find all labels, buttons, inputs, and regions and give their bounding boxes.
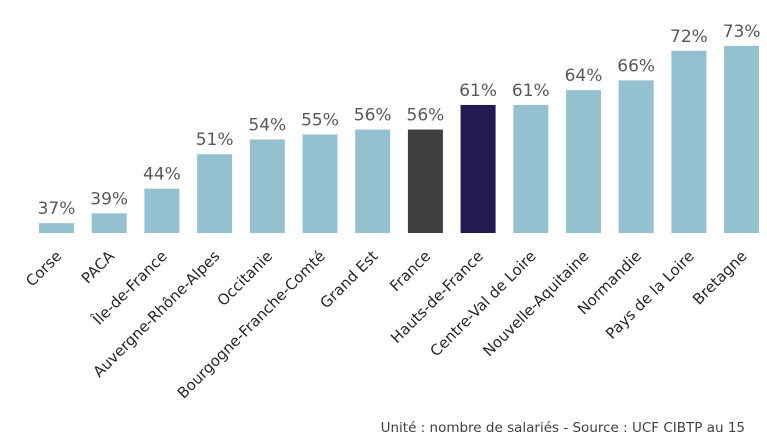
bar (618, 80, 654, 233)
value-label: 37% (38, 199, 76, 219)
value-label: 44% (143, 165, 181, 185)
bar (39, 223, 74, 233)
bar (566, 90, 601, 233)
value-label: 39% (90, 189, 128, 209)
source-note: Unité : nombre de salariés - Source : UC… (381, 420, 745, 436)
x-tick-label: France (386, 247, 434, 295)
bar (197, 154, 233, 233)
value-label: 54% (248, 115, 286, 135)
value-label: 56% (407, 106, 445, 126)
value-label: 55% (301, 111, 339, 131)
x-tick-label: Pays de la Loire (602, 247, 698, 343)
value-label: 61% (459, 81, 497, 101)
x-tick-label: Corse (22, 247, 65, 290)
value-label: 61% (512, 81, 550, 101)
bar (144, 188, 180, 233)
bar (724, 45, 760, 233)
x-tick-label: Bretagne (689, 247, 750, 308)
bar (407, 129, 443, 233)
value-label: 73% (723, 22, 761, 42)
value-label: 64% (565, 66, 603, 86)
x-tick-label: Hauts-de-France (387, 247, 487, 347)
value-label: 51% (196, 130, 234, 150)
bar (355, 129, 391, 233)
value-label: 56% (354, 106, 392, 126)
bar (671, 50, 707, 234)
bar (249, 139, 285, 233)
x-tick-label: PACA (78, 247, 119, 288)
bar (91, 213, 127, 233)
value-label: 72% (670, 27, 708, 47)
value-label: 66% (617, 56, 655, 76)
bar (460, 104, 496, 233)
bar (302, 134, 338, 233)
bar (513, 104, 549, 233)
x-tick-label: Grand Est (317, 247, 382, 312)
